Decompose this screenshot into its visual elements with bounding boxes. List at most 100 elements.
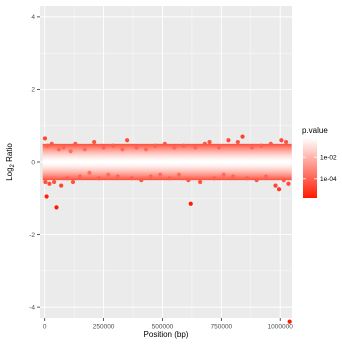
data-point [259,143,264,148]
data-point [120,147,125,152]
data-point [284,139,289,145]
band-strip [42,171,292,173]
data-point [287,319,292,324]
data-points [42,134,292,324]
band-strip [42,169,292,171]
legend: p.value 1e-02 1e-04 [302,126,337,198]
data-point [73,141,78,146]
data-point [202,141,207,146]
data-point [186,178,191,183]
data-point [158,172,163,177]
band-strip [42,155,292,157]
data-point [212,176,217,181]
data-point [235,139,240,145]
band-strip [42,143,292,145]
band-strip [42,145,292,147]
data-point [77,174,83,179]
data-point [216,145,222,150]
data-point [115,174,120,179]
x-tick-label: 750000 [210,324,232,331]
data-point [106,172,111,177]
y-tick-label: 4 [31,14,35,21]
data-point [221,172,226,177]
data-point [68,149,73,154]
band-strip [42,174,292,176]
band-strip [42,162,292,164]
y-tick-label: -4 [29,304,35,311]
data-point [167,176,172,181]
data-point [47,181,52,186]
data-point [64,176,70,181]
band-strip [42,164,292,166]
data-point [43,179,48,185]
band-strip [42,156,292,158]
band-strip [42,163,292,165]
data-point [249,145,255,150]
band-strip [42,165,292,167]
band-strip [42,149,292,151]
band-strip [42,168,292,170]
band-strip [42,176,292,178]
data-point [188,201,193,206]
band-strip [42,158,292,160]
band-strip [42,172,292,174]
y-tick-label: 2 [31,87,35,94]
axes: -4 -2 0 2 4 0 250000 500000 750000 1000000 [29,14,293,330]
data-point [286,181,291,186]
data-point [153,143,158,148]
band-strip [42,157,292,159]
band-strip [42,179,292,181]
data-point [276,187,282,192]
band-strip [42,146,292,148]
band-strip [42,159,292,161]
band-strip [42,170,292,172]
y-tick-label: 0 [31,159,35,166]
data-point [45,143,50,148]
data-point [281,178,286,183]
data-point [148,174,153,179]
band-strip [42,167,292,169]
density-band [42,143,292,181]
band-strip [42,153,292,155]
data-point [87,170,92,175]
data-point [110,143,116,148]
band-strip [42,148,292,150]
data-point [143,147,149,152]
data-point [172,145,177,150]
data-point [176,172,182,177]
band-strip [42,147,292,149]
legend-label: 1e-02 [320,155,337,162]
data-point [162,141,167,146]
data-point [245,176,250,181]
data-point [70,179,76,185]
legend-label: 1e-04 [320,176,337,183]
data-point [268,141,273,146]
data-point [44,194,49,199]
data-point [139,178,144,183]
data-point [226,138,231,143]
data-point [231,174,236,179]
data-point [125,138,130,143]
data-point [96,176,101,181]
data-point [54,205,59,210]
band-strip [42,177,292,179]
legend-colorbar [303,138,317,198]
legend-title: p.value [302,126,328,135]
band-strip [42,173,292,175]
data-point [42,136,48,141]
x-tick-label: 250000 [93,324,115,331]
band-strip [42,175,292,177]
band-strip [42,154,292,156]
data-point [279,138,284,143]
band-strip [42,166,292,168]
data-point [134,145,139,150]
data-point [240,134,245,139]
data-point [181,143,186,148]
y-tick-label: -2 [29,232,35,239]
band-strip [42,144,292,146]
data-point [101,145,106,150]
data-point [129,176,134,181]
data-point [254,178,259,183]
data-point [92,139,97,145]
